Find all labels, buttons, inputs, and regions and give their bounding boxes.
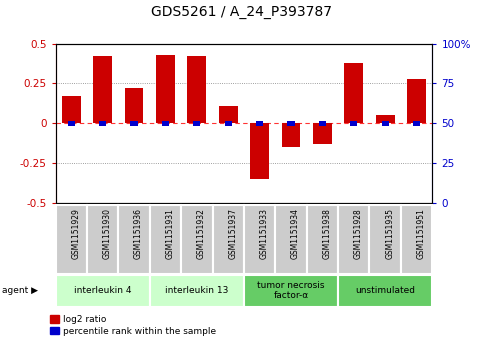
- Bar: [219, 106, 238, 123]
- Bar: [118, 205, 150, 274]
- Bar: [150, 205, 181, 274]
- Text: GSM1151937: GSM1151937: [228, 208, 237, 259]
- Text: GSM1151934: GSM1151934: [291, 208, 300, 259]
- Bar: [338, 205, 369, 274]
- Bar: [369, 205, 401, 274]
- Text: agent ▶: agent ▶: [2, 286, 39, 295]
- Bar: [376, 115, 395, 123]
- Text: interleukin 13: interleukin 13: [165, 286, 228, 295]
- Text: GSM1151929: GSM1151929: [71, 208, 80, 259]
- Bar: [56, 205, 87, 274]
- Bar: [181, 205, 213, 274]
- Bar: [62, 96, 81, 123]
- Bar: [407, 79, 426, 123]
- Bar: [156, 55, 175, 123]
- Bar: [250, 123, 269, 179]
- Bar: [313, 123, 332, 144]
- Text: GSM1151935: GSM1151935: [385, 208, 394, 259]
- Text: GSM1151932: GSM1151932: [197, 208, 206, 259]
- Bar: [282, 123, 300, 147]
- Bar: [162, 121, 169, 126]
- Text: unstimulated: unstimulated: [355, 286, 415, 295]
- Text: GSM1151928: GSM1151928: [354, 208, 363, 258]
- Bar: [87, 205, 118, 274]
- Bar: [256, 121, 263, 126]
- Bar: [307, 205, 338, 274]
- Text: GSM1151930: GSM1151930: [103, 208, 112, 259]
- Bar: [338, 275, 432, 307]
- Bar: [244, 275, 338, 307]
- Bar: [93, 56, 112, 123]
- Bar: [150, 275, 244, 307]
- Bar: [275, 205, 307, 274]
- Bar: [130, 121, 138, 126]
- Bar: [244, 205, 275, 274]
- Bar: [99, 121, 106, 126]
- Bar: [225, 121, 232, 126]
- Bar: [125, 88, 143, 123]
- Text: GSM1151938: GSM1151938: [323, 208, 331, 259]
- Bar: [213, 205, 244, 274]
- Bar: [319, 121, 326, 126]
- Bar: [56, 275, 150, 307]
- Bar: [193, 121, 200, 126]
- Text: GDS5261 / A_24_P393787: GDS5261 / A_24_P393787: [151, 5, 332, 20]
- Bar: [68, 121, 75, 126]
- Legend: log2 ratio, percentile rank within the sample: log2 ratio, percentile rank within the s…: [50, 315, 216, 335]
- Text: GSM1151933: GSM1151933: [260, 208, 269, 259]
- Bar: [287, 121, 295, 126]
- Bar: [344, 63, 363, 123]
- Text: tumor necrosis
factor-α: tumor necrosis factor-α: [257, 281, 325, 301]
- Bar: [350, 121, 357, 126]
- Text: GSM1151951: GSM1151951: [416, 208, 426, 259]
- Text: GSM1151931: GSM1151931: [165, 208, 174, 259]
- Text: interleukin 4: interleukin 4: [74, 286, 131, 295]
- Bar: [187, 56, 206, 123]
- Bar: [413, 121, 420, 126]
- Text: GSM1151936: GSM1151936: [134, 208, 143, 259]
- Bar: [382, 121, 389, 126]
- Bar: [401, 205, 432, 274]
